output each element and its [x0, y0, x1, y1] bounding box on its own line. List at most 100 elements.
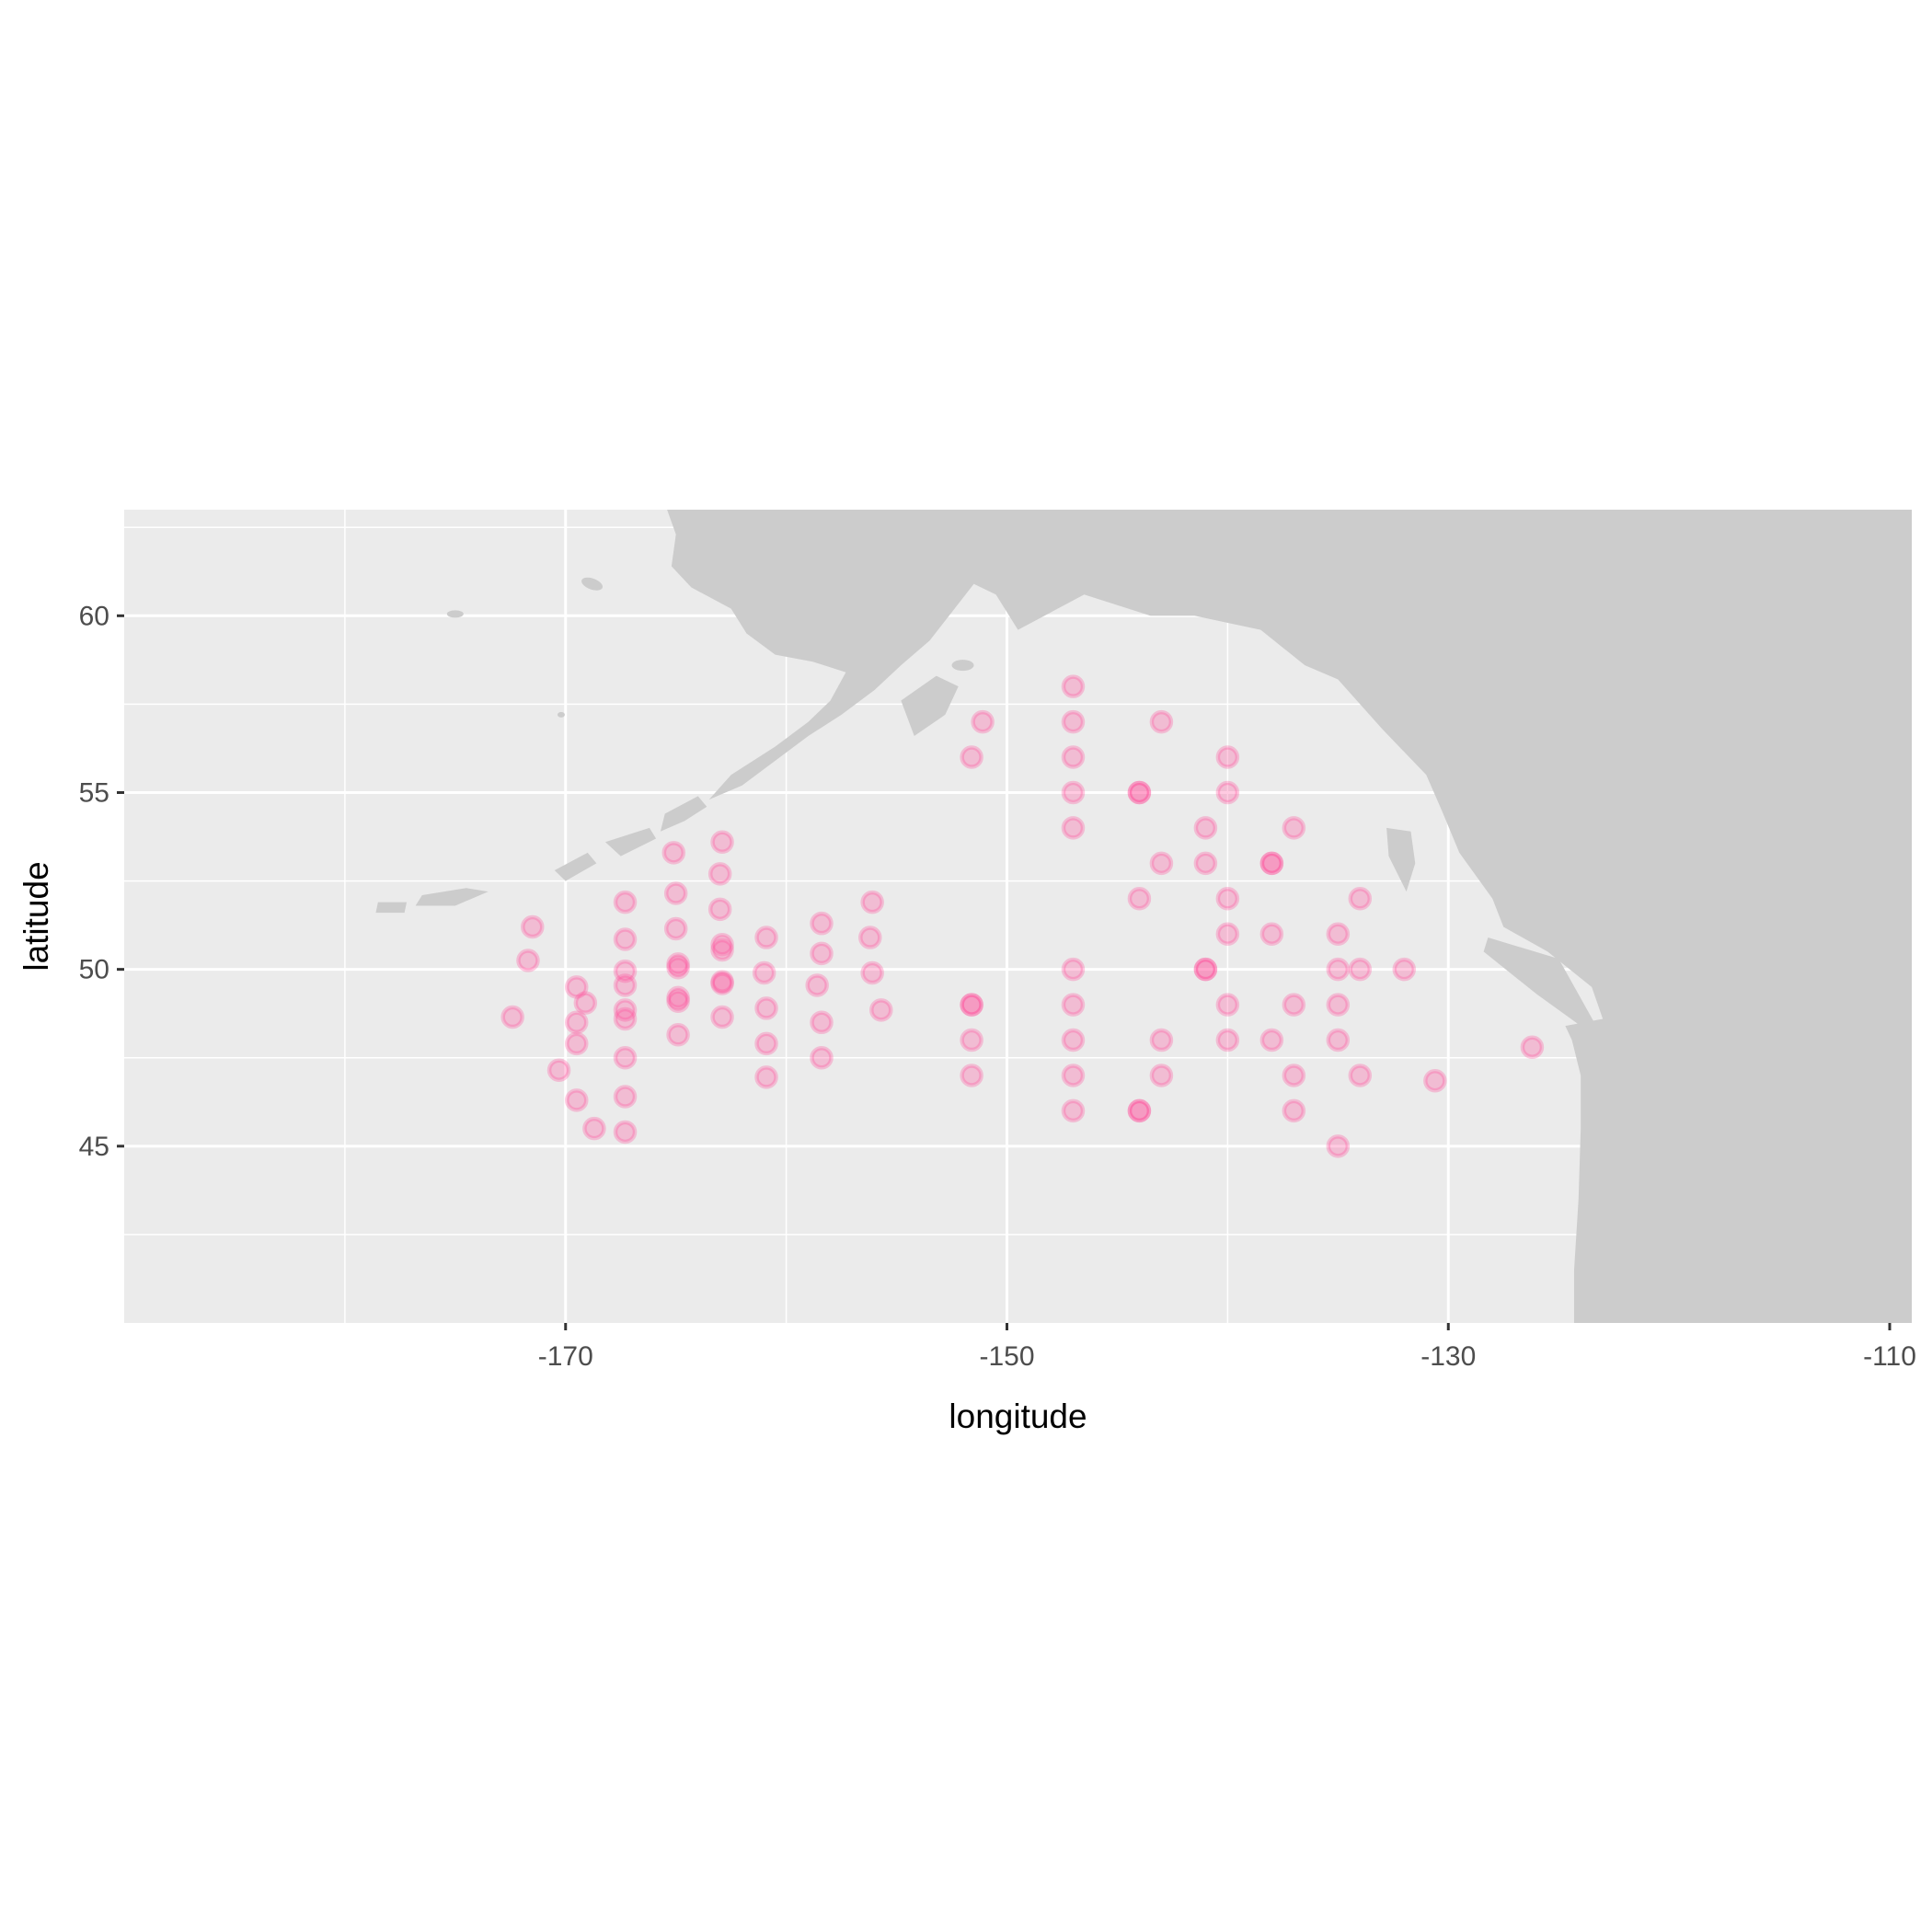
data-point-56: [1061, 674, 1086, 698]
haida-gwaii: [1386, 827, 1416, 892]
data-point-97: [1326, 1134, 1351, 1158]
data-point-16: [613, 973, 638, 997]
data-point-95: [1326, 993, 1351, 1017]
data-point-92: [1282, 1098, 1306, 1123]
x-axis-title: longitude: [949, 1397, 1087, 1435]
data-point-58: [1061, 745, 1086, 769]
data-point-5: [564, 1088, 589, 1112]
data-point-4: [546, 1058, 571, 1082]
major-gridlines: [124, 510, 1912, 1323]
barren-islands: [951, 660, 974, 672]
x-tick-label: -110: [1863, 1341, 1916, 1372]
x-tick-label: -170: [538, 1341, 593, 1372]
data-point-24: [666, 955, 690, 980]
data-point-74: [1149, 1064, 1174, 1087]
data-point-29: [707, 862, 732, 886]
data-point-34: [710, 972, 734, 995]
data-point-23: [666, 952, 690, 976]
data-point-26: [666, 989, 690, 1013]
data-point-64: [1061, 1064, 1086, 1087]
data-point-14: [613, 1006, 638, 1031]
data-point-93: [1326, 922, 1351, 946]
data-point-22: [663, 916, 688, 941]
data-point-28: [710, 830, 734, 855]
data-point-35: [710, 1005, 734, 1029]
unalaska-island: [604, 827, 657, 857]
data-point-59: [1061, 780, 1086, 805]
data-point-75: [1193, 816, 1218, 840]
kodiak-island: [901, 675, 959, 736]
data-point-103: [1520, 1035, 1545, 1059]
data-point-1: [500, 1005, 524, 1029]
data-point-8: [564, 975, 589, 999]
data-point-76: [1193, 851, 1218, 876]
data-point-25: [666, 985, 690, 1010]
land-basemap: [375, 510, 1912, 1323]
data-point-99: [1348, 957, 1373, 982]
mainland-north-america: [667, 510, 1912, 1323]
data-point-19: [613, 890, 638, 914]
data-point-43: [805, 973, 829, 997]
data-point-27: [666, 1023, 690, 1047]
data-point-94: [1326, 957, 1351, 982]
data-point-70: [1127, 1098, 1152, 1123]
data-point-10: [582, 1116, 606, 1141]
data-point-40: [754, 1065, 778, 1089]
x-axis: -170 -150 -130 -110: [538, 1323, 1916, 1372]
adak-islands: [375, 902, 408, 914]
data-point-13: [613, 1045, 638, 1070]
nunivak-island: [446, 610, 464, 618]
data-point-51: [960, 745, 983, 769]
data-point-49: [869, 998, 893, 1022]
data-point-48: [860, 960, 884, 985]
data-point-21: [663, 881, 688, 905]
data-point-88: [1259, 1028, 1284, 1052]
data-point-81: [1215, 887, 1240, 911]
data-point-82: [1215, 922, 1240, 946]
y-tick-label: 50: [79, 955, 109, 985]
data-point-66: [1127, 780, 1152, 805]
y-tick-label: 55: [79, 777, 109, 808]
data-point-6: [564, 1031, 589, 1056]
x-tick-label: -150: [979, 1341, 1034, 1372]
data-point-37: [752, 960, 776, 985]
data-point-80: [1215, 780, 1240, 805]
data-point-36: [754, 926, 778, 949]
data-point-41: [810, 911, 834, 936]
data-point-54: [960, 1028, 983, 1052]
data-point-102: [1423, 1068, 1447, 1093]
data-point-57: [1061, 709, 1086, 734]
data-point-47: [858, 926, 882, 949]
vancouver-island: [1483, 937, 1596, 1027]
data-point-52: [960, 993, 983, 1017]
data-point-45: [810, 1045, 834, 1070]
data-point-38: [754, 996, 778, 1020]
data-point-84: [1215, 1028, 1240, 1052]
data-point-79: [1215, 745, 1240, 769]
data-point-7: [564, 1010, 589, 1035]
data-point-18: [613, 927, 638, 951]
y-axis: 45 50 55 60: [79, 601, 124, 1162]
unimak-island: [660, 796, 707, 832]
y-tick-label: 45: [79, 1132, 109, 1162]
data-point-39: [754, 1031, 778, 1056]
data-point-42: [810, 941, 834, 966]
data-point-68: [1127, 887, 1152, 911]
data-point-44: [810, 1010, 834, 1035]
data-point-17: [613, 959, 638, 983]
data-point-86: [1259, 851, 1284, 876]
data-point-46: [860, 890, 884, 914]
data-point-60: [1061, 816, 1086, 840]
data-point-71: [1149, 709, 1174, 734]
data-point-101: [1392, 957, 1417, 982]
umnak-islands: [554, 852, 597, 881]
data-point-31: [710, 932, 734, 957]
st-matthew-island: [581, 577, 603, 591]
y-axis-title: latitude: [17, 861, 55, 971]
data-point-20: [661, 841, 686, 865]
data-point-83: [1215, 993, 1240, 1017]
data-point-87: [1259, 922, 1284, 946]
data-point-2: [516, 949, 540, 972]
data-point-62: [1061, 993, 1086, 1017]
